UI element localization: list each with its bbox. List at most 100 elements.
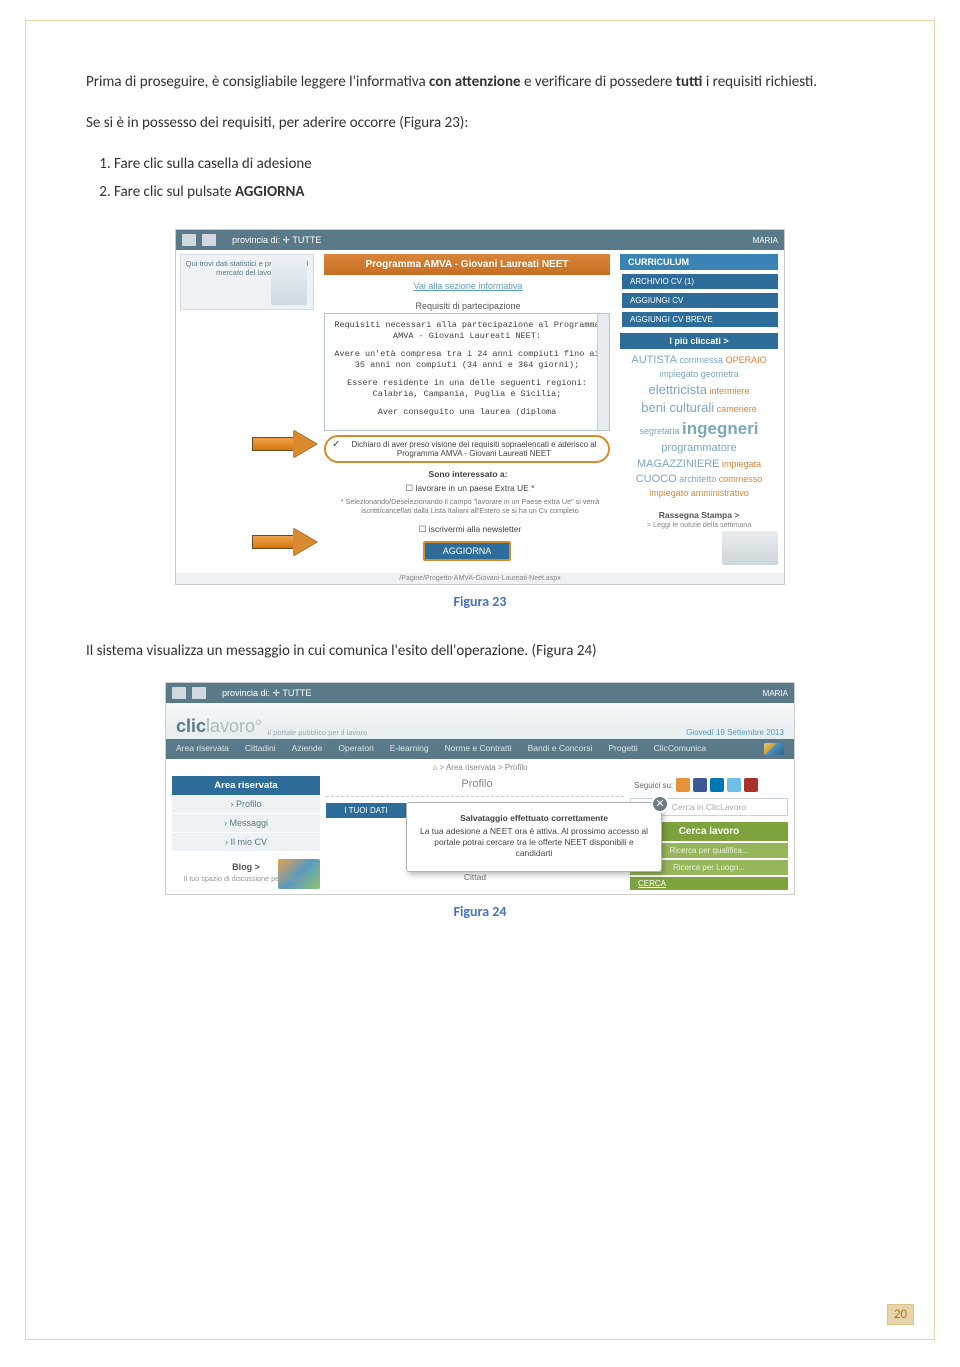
nav-item[interactable]: E-learning bbox=[390, 743, 429, 755]
aggiungi-cv-breve-button[interactable]: AGGIUNGI CV BREVE bbox=[622, 312, 778, 327]
tag[interactable]: AUTISTA bbox=[631, 354, 677, 366]
tag[interactable]: impiegata bbox=[722, 459, 761, 469]
arrow-annotation-1 bbox=[252, 430, 322, 458]
province-label: provincia di: ✛ TUTTE bbox=[222, 688, 311, 699]
text: i requisiti richiesti. bbox=[702, 73, 817, 91]
close-icon[interactable]: ✕ bbox=[651, 795, 669, 813]
user-label: MARIA bbox=[753, 236, 778, 245]
navbar: Area riservata Cittadini Aziende Operato… bbox=[166, 739, 794, 759]
rss-icon[interactable] bbox=[676, 778, 690, 792]
ordered-list: Fare clic sulla casella di adesione Fare… bbox=[114, 152, 874, 204]
paragraph-1: Prima di proseguire, è consigliabile leg… bbox=[86, 71, 874, 94]
tab-tuoi-dati[interactable]: I TUOI DATI bbox=[326, 803, 406, 818]
tag[interactable]: OPERAIO bbox=[726, 355, 767, 365]
text: Fare clic sul pulsate bbox=[114, 183, 235, 201]
mail-icon[interactable] bbox=[202, 234, 216, 246]
figure-caption: Figura 24 bbox=[86, 903, 874, 920]
sidebar: Area riservata Profilo Messaggi Il mio C… bbox=[172, 776, 320, 890]
sidebar-item-cv[interactable]: Il mio CV bbox=[172, 833, 320, 852]
press-review-link[interactable]: Rassegna Stampa > bbox=[620, 510, 778, 520]
tag[interactable]: programmatore bbox=[661, 442, 736, 454]
cerca-button[interactable]: CERCA bbox=[630, 877, 788, 890]
page-number: 20 bbox=[887, 1304, 914, 1325]
tag[interactable]: ingegneri bbox=[682, 419, 759, 438]
list-item: Fare clic sul pulsate AGGIORNA bbox=[114, 180, 874, 204]
nav-item[interactable]: Norme e Contratti bbox=[445, 743, 512, 755]
press-review-sub[interactable]: > Leggi le notizie della settimana bbox=[620, 520, 778, 529]
tag[interactable]: architetto bbox=[679, 474, 716, 484]
program-header: Programma AMVA - Giovani Laureati NEET bbox=[324, 254, 610, 275]
screenshot-body: Qui trovi dati statistici e previsioni s… bbox=[176, 250, 784, 573]
aggiungi-cv-button[interactable]: AGGIUNGI CV bbox=[622, 293, 778, 308]
user-label: MARIA bbox=[763, 689, 788, 698]
nav-item[interactable]: Bandi e Concorsi bbox=[528, 743, 593, 755]
breadcrumb-path: /Pagine/Progetto-AMVA-Giovani-Laureati-N… bbox=[176, 573, 784, 584]
archivio-cv-button[interactable]: ARCHIVIO CV (1) bbox=[622, 274, 778, 289]
tag[interactable]: elettricista bbox=[648, 382, 707, 397]
checkbox-extra-ue[interactable]: lavorare in un paese Extra UE * bbox=[330, 483, 610, 494]
tag[interactable]: impiegato amministrativo bbox=[649, 488, 749, 498]
tag[interactable]: beni culturali bbox=[641, 400, 714, 415]
tag[interactable]: CUOCO bbox=[636, 473, 677, 485]
curriculum-button[interactable]: CURRICULUM bbox=[620, 254, 778, 270]
profile-heading: Profilo bbox=[326, 776, 624, 797]
screenshot-cliclavoro: provincia di: ✛ TUTTE MARIA cliclavoro✿ … bbox=[165, 682, 795, 895]
figure-24-wrap: provincia di: ✛ TUTTE MARIA cliclavoro✿ … bbox=[86, 682, 874, 920]
follow-label: Seguici su: bbox=[634, 781, 673, 790]
arrow-annotation-2 bbox=[252, 528, 322, 556]
nav-item[interactable]: Area riservata bbox=[176, 743, 229, 755]
left-column: Qui trovi dati statistici e previsioni s… bbox=[176, 250, 318, 573]
checkbox-newsletter[interactable]: iscrivermi alla newsletter bbox=[330, 524, 610, 535]
home-icon[interactable] bbox=[182, 234, 196, 246]
scrollbar[interactable] bbox=[597, 314, 609, 430]
paragraph-3: Il sistema visualizza un messaggio in cu… bbox=[86, 640, 874, 663]
nav-item[interactable]: Cittadini bbox=[245, 743, 276, 755]
tag[interactable]: MAGAZZINIERE bbox=[637, 458, 720, 470]
tag-cloud: AUTISTA commessa OPERAIO impiegato geome… bbox=[620, 349, 778, 504]
req-text: Requisiti necessari alla partecipazione … bbox=[333, 320, 601, 343]
tag[interactable]: cameriere bbox=[717, 404, 757, 414]
twitter-icon[interactable] bbox=[727, 778, 741, 792]
nav-item[interactable]: ClicComunica bbox=[654, 743, 706, 755]
topbar: provincia di: ✛ TUTTE MARIA bbox=[166, 683, 794, 703]
sidebar-item-messaggi[interactable]: Messaggi bbox=[172, 814, 320, 833]
paragraph-2: Se si è in possesso dei requisiti, per a… bbox=[86, 112, 874, 135]
interest-label: Sono interessato a: bbox=[326, 469, 610, 479]
tag[interactable]: geometra bbox=[701, 369, 739, 379]
figure-23-wrap: provincia di: ✛ TUTTE MARIA Qui trovi da… bbox=[86, 229, 874, 610]
facebook-icon[interactable] bbox=[693, 778, 707, 792]
mail-icon[interactable] bbox=[192, 687, 206, 699]
most-clicked-header[interactable]: I più cliccati > bbox=[620, 333, 778, 349]
modal-title: Salvataggio effettuato correttamente bbox=[419, 813, 649, 824]
logo-part: lavoro bbox=[206, 716, 255, 736]
youtube-icon[interactable] bbox=[744, 778, 758, 792]
text-bold: con attenzione bbox=[429, 73, 521, 91]
nav-item[interactable]: Progetti bbox=[608, 743, 637, 755]
tag[interactable]: impiegato bbox=[659, 369, 698, 379]
requirements-label: Requisiti di partecipazione bbox=[326, 301, 610, 311]
nav-item[interactable]: Aziende bbox=[292, 743, 323, 755]
tag[interactable]: commesso bbox=[719, 474, 763, 484]
text-bold: tutti bbox=[676, 73, 703, 91]
text-bold: AGGIORNA bbox=[235, 183, 305, 201]
home-icon[interactable] bbox=[172, 687, 186, 699]
newspaper-icon bbox=[722, 531, 778, 565]
linkedin-icon[interactable] bbox=[710, 778, 724, 792]
nav-item[interactable]: Operatori bbox=[338, 743, 373, 755]
list-item: Fare clic sulla casella di adesione bbox=[114, 152, 874, 176]
topbar: provincia di: ✛ TUTTE MARIA bbox=[176, 230, 784, 250]
sidebar-header: Area riservata bbox=[172, 776, 320, 795]
declaration-checkbox[interactable]: Dichiaro di aver preso visione dei requi… bbox=[324, 435, 610, 463]
tag[interactable]: segretaria bbox=[639, 426, 679, 436]
tag[interactable]: commessa bbox=[680, 355, 724, 365]
text: e verificare di possedere bbox=[521, 73, 676, 91]
info-link[interactable]: Vai alla sezione informativa bbox=[326, 281, 610, 291]
main-area: Area riservata Profilo Messaggi Il mio C… bbox=[166, 776, 794, 894]
logo[interactable]: cliclavoro✿ bbox=[176, 716, 262, 737]
screenshot-amva: provincia di: ✛ TUTTE MARIA Qui trovi da… bbox=[175, 229, 785, 585]
sidebar-item-profilo[interactable]: Profilo bbox=[172, 795, 320, 814]
aggiorna-button[interactable]: AGGIORNA bbox=[423, 541, 512, 561]
breadcrumb-path: > Area riservata > Profilo bbox=[437, 763, 527, 772]
banner: cliclavoro✿ il portale pubblico per il l… bbox=[166, 703, 794, 739]
tag[interactable]: infermiere bbox=[710, 386, 750, 396]
